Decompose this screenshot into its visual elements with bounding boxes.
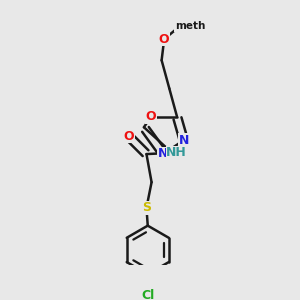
Text: O: O — [146, 110, 157, 123]
Text: Cl: Cl — [141, 290, 154, 300]
Text: NH: NH — [166, 146, 187, 159]
Text: meth: meth — [175, 21, 206, 32]
Text: O: O — [159, 33, 169, 46]
Text: O: O — [123, 130, 134, 143]
Text: N: N — [178, 134, 189, 147]
Text: N: N — [158, 148, 169, 160]
Text: S: S — [142, 201, 151, 214]
